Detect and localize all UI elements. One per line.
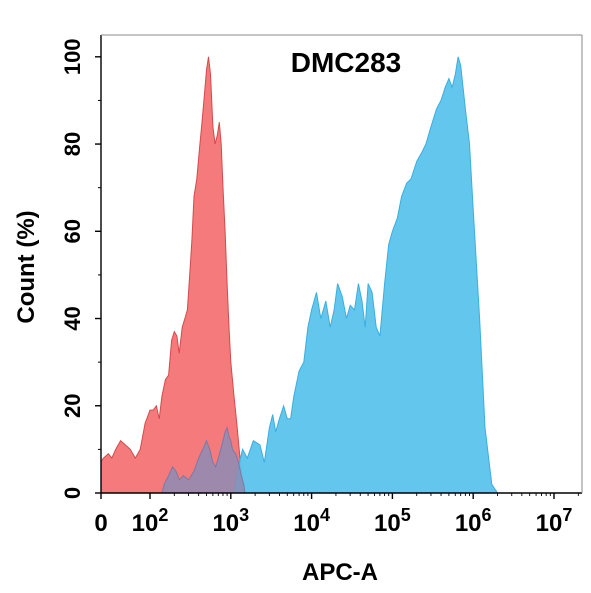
x-tick-labels: 0102103104105106107108 — [94, 505, 573, 537]
y-tick-label: 20 — [60, 394, 85, 418]
chart-title: DMC283 — [291, 47, 401, 78]
series-negative-control — [101, 56, 246, 493]
series-overlap — [161, 426, 246, 493]
x-tick-label: 103 — [212, 505, 249, 537]
series-dmc283 — [230, 56, 499, 493]
y-tick-label: 0 — [60, 487, 85, 499]
series-layer — [101, 56, 499, 493]
x-tick-label: 105 — [374, 505, 411, 537]
y-tick-label: 60 — [60, 219, 85, 243]
y-tick-label: 100 — [60, 38, 85, 75]
axes-layer — [95, 34, 583, 499]
x-axis-label: APC-A — [302, 559, 378, 586]
x-tick-label: 102 — [132, 505, 169, 537]
y-tick-label: 80 — [60, 132, 85, 156]
y-axis-label: Count (%) — [13, 210, 40, 323]
x-tick-label: 0 — [94, 510, 107, 537]
x-tick-label: 107 — [536, 505, 573, 537]
y-tick-labels: 0 20 40 60 80 100 — [60, 38, 85, 499]
x-tick-label: 106 — [455, 505, 492, 537]
x-tick-label: 104 — [293, 505, 330, 537]
y-tick-label: 40 — [60, 306, 85, 330]
